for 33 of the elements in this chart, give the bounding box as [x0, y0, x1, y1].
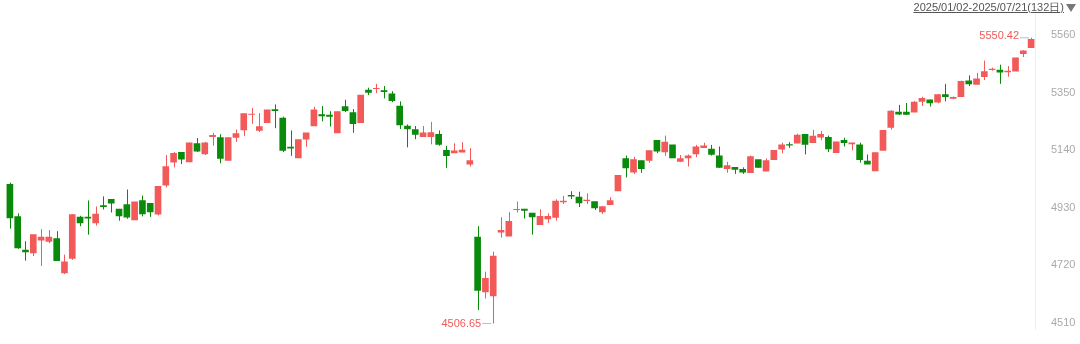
annotation: 5550.42: [979, 28, 1020, 41]
candlestick: [443, 145, 450, 169]
candlestick: [801, 133, 809, 155]
candlestick: [217, 133, 224, 164]
y-tick-label: 4720: [1051, 258, 1076, 271]
candlestick: [887, 109, 895, 131]
candlestick: [981, 60, 988, 81]
candlestick: [528, 212, 536, 236]
candlestick: [879, 129, 887, 151]
candlestick: [427, 121, 435, 145]
candlestick: [84, 199, 92, 236]
candlestick: [256, 112, 263, 133]
candlestick: [271, 103, 279, 129]
candlestick: [61, 254, 68, 275]
candlestick: [100, 195, 107, 210]
chart-title: 2025/01/02-2025/07/21(132日): [913, 0, 1064, 15]
candlestick: [856, 142, 863, 164]
y-tick-label: 5140: [1051, 143, 1076, 156]
candlestick: [871, 152, 879, 172]
candlestick: [715, 146, 723, 169]
candlestick: [661, 135, 669, 157]
y-tick-label: 5560: [1051, 28, 1076, 41]
y-tick-label: 4930: [1051, 200, 1076, 213]
candlestick: [622, 155, 630, 178]
y-tick-label: 5350: [1051, 85, 1076, 98]
annotation: 4506.65: [441, 316, 482, 329]
candlestick: [162, 154, 170, 188]
candlestick: [349, 108, 357, 134]
candlestick: [92, 205, 99, 227]
y-tick-label: 4510: [1051, 315, 1076, 328]
candlestick: [396, 100, 403, 130]
candlestick: [53, 230, 60, 262]
candlestick: [333, 111, 341, 134]
